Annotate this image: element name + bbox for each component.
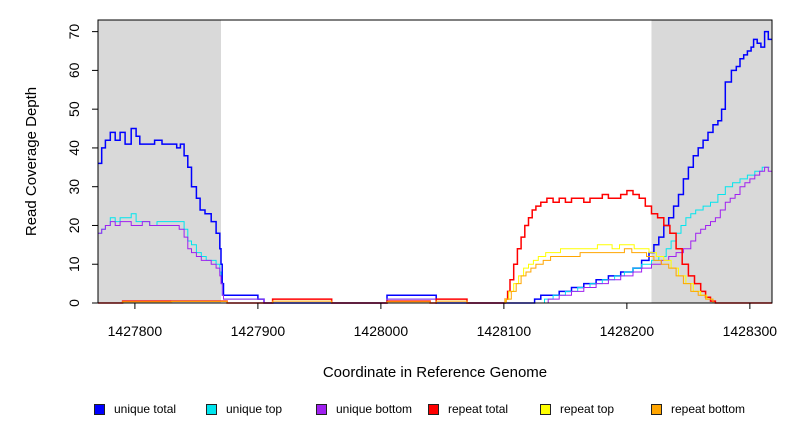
legend-label: unique total	[114, 402, 177, 416]
series-line-repeat-top	[98, 244, 772, 304]
legend-item-repeat-total: repeat total	[428, 402, 508, 416]
x-tick-label: 1428100	[477, 323, 532, 339]
x-tick-label: 1427900	[231, 323, 286, 339]
shaded-region-1	[98, 20, 221, 303]
y-tick-label: 40	[66, 140, 82, 156]
y-axis-title: Read Coverage Depth	[23, 87, 40, 236]
plot-frame	[97, 19, 773, 304]
legend-item-unique-top: unique top	[206, 402, 282, 416]
legend-label: repeat top	[560, 402, 615, 416]
shaded-region-2	[651, 20, 772, 303]
legend-swatch	[428, 403, 439, 415]
legend: unique total unique top unique bottom repea…	[0, 394, 792, 424]
y-tick-label: 0	[66, 299, 82, 307]
y-tick-label: 10	[66, 256, 82, 272]
x-axis-title: Coordinate in Reference Genome	[323, 364, 547, 381]
y-tick-label: 30	[66, 179, 82, 195]
series-line-unique-bottom	[98, 166, 772, 304]
y-tick-label: 50	[66, 101, 82, 117]
legend-label: unique bottom	[336, 402, 413, 416]
x-tick-label: 1428200	[600, 323, 655, 339]
y-tick-label: 60	[66, 62, 82, 78]
legend-label: repeat total	[448, 402, 509, 416]
x-tick-label: 1427800	[108, 323, 163, 339]
legend-label: repeat bottom	[671, 402, 746, 416]
x-tick-label: 1428300	[723, 323, 778, 339]
x-tick-label: 1428000	[354, 323, 409, 339]
legend-item-unique-bottom: unique bottom	[316, 402, 412, 416]
y-axis: 0 10 20 30 40 50 60 70	[66, 24, 98, 307]
legend-swatch	[206, 403, 217, 415]
coverage-chart: 1427800 1427900 1428000 1428100 1428200 14283…	[23, 19, 778, 381]
legend-swatch	[94, 403, 105, 415]
y-tick-label: 20	[66, 217, 82, 233]
legend-swatch	[651, 403, 662, 415]
legend-item-repeat-top: repeat top	[540, 402, 614, 416]
legend-item-unique-total: unique total	[94, 402, 176, 416]
legend-swatch	[316, 403, 327, 415]
y-tick-label: 70	[66, 24, 82, 40]
shaded-regions	[98, 20, 772, 303]
legend-swatch	[540, 403, 551, 415]
legend-label: unique top	[226, 402, 283, 416]
legend-item-repeat-bottom: repeat bottom	[651, 402, 745, 416]
x-axis: 1427800 1427900 1428000 1428100 1428200 14283…	[108, 303, 778, 339]
